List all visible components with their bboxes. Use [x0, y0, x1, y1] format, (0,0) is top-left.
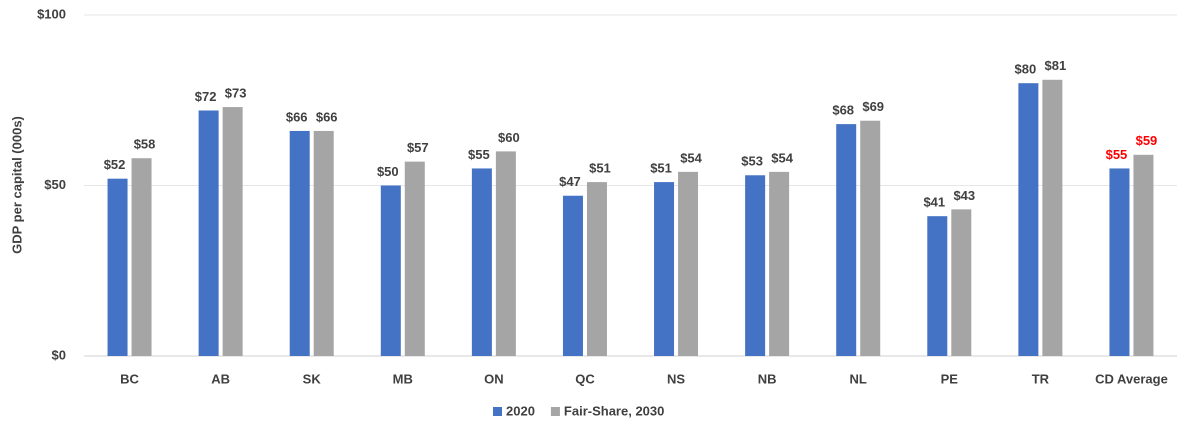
value-label: $51 — [589, 161, 611, 176]
bar — [313, 130, 334, 356]
value-label: $59 — [1136, 133, 1158, 148]
value-label: $47 — [559, 174, 581, 189]
value-label: $66 — [316, 109, 338, 124]
value-label: $54 — [680, 150, 702, 165]
bar — [836, 124, 857, 357]
bar — [222, 107, 243, 356]
value-label: $52 — [104, 157, 126, 172]
x-tick-label: MB — [393, 371, 413, 386]
bar — [131, 158, 152, 356]
value-label: $51 — [650, 161, 672, 176]
bar — [1042, 79, 1063, 356]
x-tick-label: QC — [575, 371, 595, 386]
value-label: $69 — [862, 99, 884, 114]
value-label: $60 — [498, 130, 520, 145]
x-tick-label: PE — [941, 371, 959, 386]
bar — [1018, 83, 1039, 356]
x-tick-label: BC — [120, 371, 139, 386]
bar — [198, 110, 219, 356]
bar — [927, 216, 948, 356]
x-tick-label: AB — [211, 371, 230, 386]
value-label: $81 — [1045, 58, 1067, 73]
value-label: $55 — [468, 147, 490, 162]
y-tick-label: $50 — [44, 177, 66, 192]
bar — [654, 182, 675, 356]
value-label: $43 — [953, 188, 975, 203]
y-tick-label: $100 — [37, 6, 66, 21]
value-label: $66 — [286, 109, 308, 124]
bar — [678, 171, 699, 356]
value-label: $68 — [832, 103, 854, 118]
value-label: $55 — [1106, 147, 1128, 162]
bar — [289, 130, 310, 356]
x-tick-label: SK — [303, 371, 322, 386]
bar — [1133, 154, 1154, 356]
bar — [380, 185, 401, 356]
legend-swatch — [550, 407, 560, 416]
bar — [745, 175, 766, 356]
bar — [562, 195, 583, 356]
value-label: $50 — [377, 164, 399, 179]
value-label: $57 — [407, 140, 429, 155]
x-tick-label: NL — [850, 371, 867, 386]
y-tick-label: $0 — [52, 347, 66, 362]
x-tick-label: NB — [758, 371, 777, 386]
x-tick-label: TR — [1032, 371, 1050, 386]
value-label: $41 — [923, 195, 945, 210]
bar — [471, 168, 492, 356]
bar — [586, 182, 607, 356]
bar — [951, 209, 972, 356]
bar — [860, 120, 881, 357]
value-label: $58 — [134, 137, 156, 152]
value-label: $54 — [771, 150, 793, 165]
x-tick-label: ON — [484, 371, 504, 386]
x-tick-label: CD Average — [1095, 371, 1168, 386]
bar — [404, 161, 425, 356]
value-label: $53 — [741, 154, 763, 169]
bar — [495, 151, 516, 356]
value-label: $80 — [1015, 62, 1037, 77]
y-axis-label: GDP per capital (000s) — [9, 116, 24, 254]
bar — [1109, 168, 1130, 356]
legend-label: 2020 — [506, 403, 535, 418]
legend-swatch — [493, 407, 502, 416]
x-tick-label: NS — [667, 371, 685, 386]
value-label: $72 — [195, 89, 217, 104]
bar — [769, 171, 790, 356]
bar — [107, 178, 128, 356]
legend-label: Fair-Share, 2030 — [564, 403, 664, 418]
value-label: $73 — [225, 86, 247, 101]
